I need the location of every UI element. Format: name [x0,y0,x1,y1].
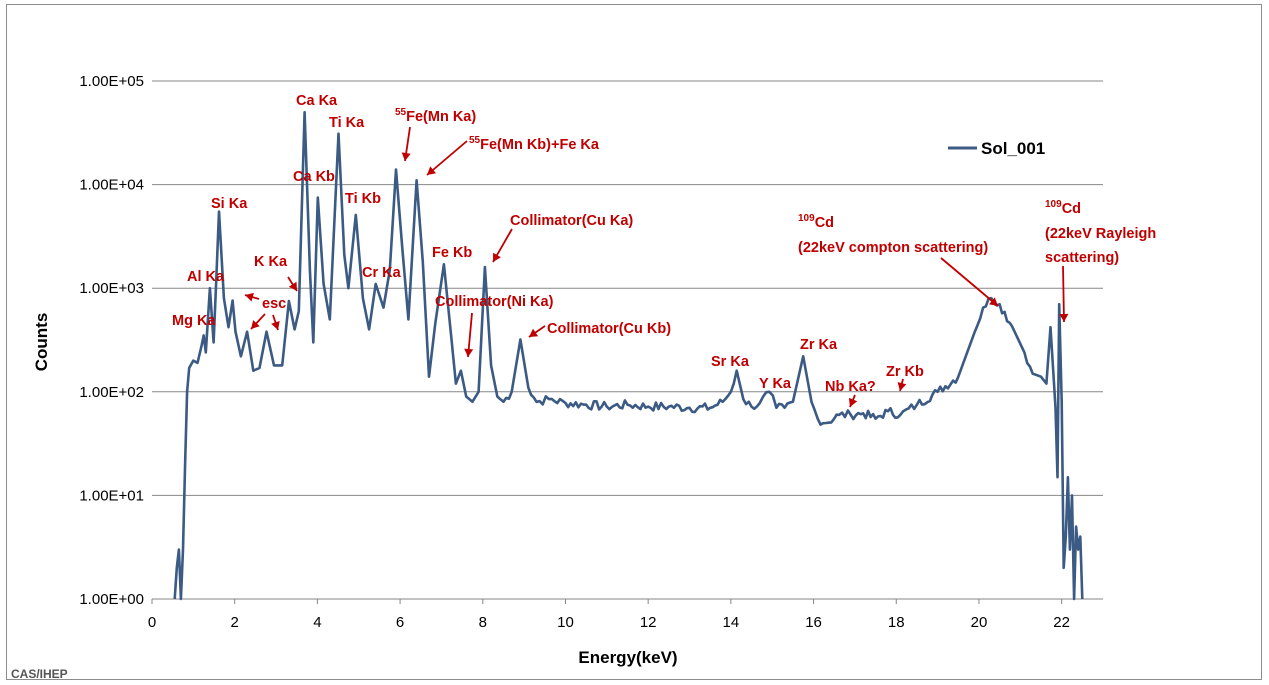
annotation-arrow [1059,265,1069,323]
spectrum-chart: 1.00E+00 1.00E+01 1.00E+02 1.00E+03 1.00E+04… [11,73,1156,681]
annotation-text: Cd [1062,201,1081,217]
x-tick-label: 10 [557,614,574,631]
annotation-zrkb: Zr Kb [886,364,924,380]
annotation-al: Al Ka [187,269,225,285]
annotation-fe55a: 55Fe(Mn Ka) [395,107,476,125]
y-tick-label: 1.00E+05 [79,73,144,90]
y-tick-label: 1.00E+00 [79,591,144,608]
annotation-fekb: Fe Kb [432,245,472,261]
annotation-cd1b: (22keV compton scattering) [798,240,988,256]
legend: Sol_001 [948,139,1045,158]
y-tick-label: 1.00E+04 [79,177,144,194]
x-tick-label: 0 [148,614,156,631]
x-tick-label: 4 [313,614,321,631]
x-tick-label: 18 [888,614,905,631]
annotation-arrow [244,292,260,302]
x-tick-label: 16 [805,614,822,631]
x-axis-title: Energy(keV) [578,648,677,667]
annotation-labels: Mg Ka Al Ka Si Ka esc K Ka Ca Ka Ca Kb Ti Ka Ti … [172,93,1156,395]
annotation-sup: 109 [1045,199,1062,210]
x-tick-label: 14 [723,614,740,631]
legend-label: Sol_001 [981,139,1045,158]
annotation-cd2: 109Cd [1045,199,1081,217]
annotation-tika: Ti Ka [329,115,365,131]
x-tick-label: 6 [396,614,404,631]
x-tick-label: 12 [640,614,657,631]
annotation-arrow [940,257,999,307]
annotation-si: Si Ka [211,196,248,212]
x-tick-label: 2 [231,614,239,631]
annotation-mg: Mg Ka [172,313,216,329]
annotation-k: K Ka [254,254,288,270]
annotation-arrow [464,312,474,358]
x-tick-label: 22 [1053,614,1070,631]
annotation-text: Fe(Mn Kb)+Fe Ka [480,137,600,153]
annotation-sup: 109 [798,213,815,224]
annotation-arrow [287,276,298,292]
y-axis-title: Counts [32,313,51,372]
annotation-arrows [244,126,1069,408]
annotation-zrka: Zr Ka [800,337,838,353]
y-tick-label: 1.00E+02 [79,384,144,401]
annotation-text: Cd [815,215,834,231]
annotation-y: Y Ka [759,376,792,392]
annotation-arrow [528,325,546,338]
annotation-cd2c: scattering) [1045,250,1119,266]
annotation-sr: Sr Ka [711,354,750,370]
annotation-caka: Ca Ka [296,93,338,109]
annotation-text: Fe(Mn Ka) [406,109,476,125]
annotation-cakb: Ca Kb [293,169,335,185]
annotation-sup: 55 [395,107,407,118]
annotation-cr: Cr Ka [362,265,402,281]
y-tick-label: 1.00E+01 [79,487,144,504]
annotation-arrow [250,313,266,330]
annotation-arrow [848,394,858,408]
footer-credit: CAS/IHEP [11,667,68,681]
annotation-arrow [271,314,280,331]
series-line-sol-001 [173,110,1084,601]
annotation-cukb: Collimator(Cu Kb) [547,321,671,337]
annotation-tikb: Ti Kb [345,191,381,207]
annotation-cd1: 109Cd [798,213,834,231]
annotation-nb: Nb Ka? [825,379,876,395]
annotation-arrow [897,378,907,392]
annotation-esc: esc [262,296,286,312]
annotation-fe55b: 55Fe(Mn Kb)+Fe Ka [469,135,600,153]
x-tick-label: 8 [479,614,487,631]
annotation-cd2b: (22keV Rayleigh [1045,226,1156,242]
y-tick-label: 1.00E+03 [79,280,144,297]
annotation-cuka: Collimator(Cu Ka) [510,213,633,229]
y-axis-ticks: 1.00E+00 1.00E+01 1.00E+02 1.00E+03 1.00E+04… [79,73,144,608]
annotation-sup: 55 [469,135,481,146]
chart-frame: 1.00E+00 1.00E+01 1.00E+02 1.00E+03 1.00E+04… [6,4,1262,681]
annotation-arrow [401,126,411,162]
x-axis-ticks: 0 2 4 6 8 10 12 14 16 18 20 22 [148,599,1070,631]
annotation-nika: Collimator(Ni Ka) [435,294,554,310]
annotation-arrow [492,228,513,263]
x-tick-label: 20 [971,614,988,631]
annotation-arrow [426,140,468,176]
